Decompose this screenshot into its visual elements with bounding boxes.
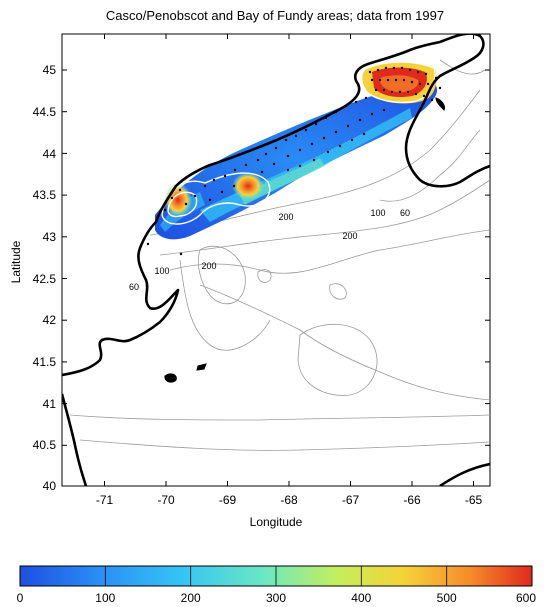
y-tick-label: 44.5 [33, 105, 57, 119]
x-tick-label: -65 [465, 493, 483, 507]
y-tick-label: 44 [43, 147, 57, 161]
coastline [62, 34, 490, 486]
y-tick-label: 43 [43, 230, 57, 244]
contour-label: 60 [129, 282, 139, 292]
contour-label: 200 [201, 261, 216, 271]
hotspot-penobscot [232, 172, 264, 200]
y-tick-label: 42 [43, 313, 57, 327]
y-axis: 45 44.5 44 43.5 43 42.5 42 41.5 41 40.5 … [9, 63, 490, 493]
x-tick-label: -67 [342, 493, 360, 507]
x-axis-label: Longitude [250, 515, 303, 529]
y-tick-label: 43.5 [33, 188, 57, 202]
x-axis: -71 -70 -69 -68 -67 -66 -65 Longitude [96, 34, 483, 529]
colorbar-tick-label: 600 [516, 591, 536, 605]
colorbar-tick-label: 200 [181, 591, 201, 605]
colorbar-tick-label: 300 [266, 591, 286, 605]
x-tick-label: -70 [157, 493, 175, 507]
y-tick-label: 40 [43, 479, 57, 493]
y-axis-label: Latitude [9, 240, 23, 283]
x-tick-label: -66 [403, 493, 421, 507]
colorbar-tick-label: 400 [351, 591, 371, 605]
y-tick-label: 45 [43, 63, 57, 77]
x-tick-label: -71 [96, 493, 114, 507]
y-tick-label: 41 [43, 397, 57, 411]
contour-labels: 200 100 60 200 200 100 60 [129, 208, 410, 292]
colorbar-tick-label: 100 [95, 591, 115, 605]
map-title: Casco/Penobscot and Bay of Fundy areas; … [105, 8, 445, 23]
contour-label: 200 [278, 212, 293, 222]
y-tick-label: 42.5 [33, 272, 57, 286]
y-tick-label: 40.5 [33, 438, 57, 452]
x-tick-label: -69 [219, 493, 237, 507]
y-tick-label: 41.5 [33, 355, 57, 369]
colorbar-tick-label: 500 [437, 591, 457, 605]
colorbar-tick-label: 0 [17, 591, 24, 605]
sample-points [146, 66, 442, 256]
x-tick-label: -68 [280, 493, 298, 507]
contour-label: 100 [154, 266, 169, 276]
contour-label: 200 [342, 231, 357, 241]
islands [164, 97, 445, 383]
contour-label: 100 [370, 208, 385, 218]
colorbar: 0 100 200 300 400 500 600 [17, 565, 536, 605]
contour-label: 60 [400, 208, 410, 218]
